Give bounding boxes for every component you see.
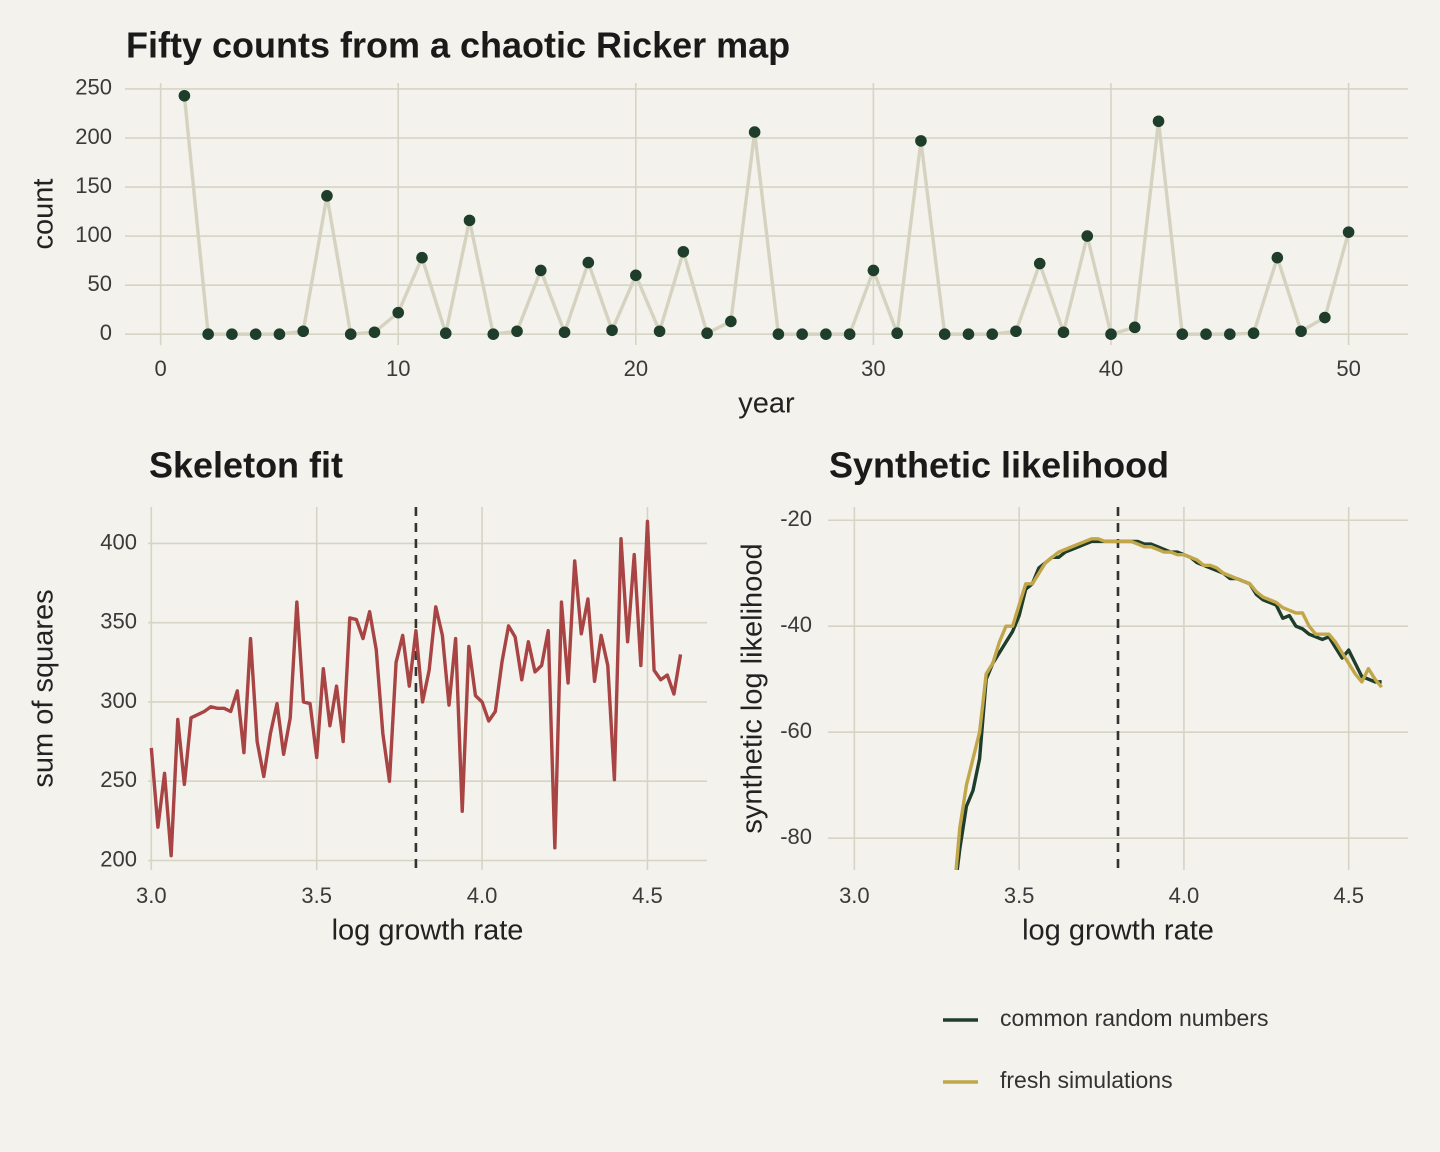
data-point bbox=[701, 327, 713, 340]
x-tick-label: 40 bbox=[1099, 356, 1123, 381]
y-tick-label: 100 bbox=[75, 222, 112, 247]
data-point bbox=[725, 315, 737, 328]
y-tick-label: 50 bbox=[88, 271, 112, 296]
data-line bbox=[182, 95, 1351, 336]
x-tick-label: 10 bbox=[386, 356, 410, 381]
data-point bbox=[463, 214, 476, 227]
data-point bbox=[891, 327, 903, 340]
data-point bbox=[938, 328, 951, 341]
x-tick-label: 30 bbox=[861, 356, 885, 381]
y-axis-title: synthetic log likelihood bbox=[737, 543, 769, 833]
data-line bbox=[955, 539, 1382, 870]
data-point bbox=[962, 328, 975, 341]
data-point bbox=[1200, 328, 1212, 341]
y-tick-label: -60 bbox=[780, 718, 812, 743]
data-point bbox=[1057, 326, 1070, 339]
plot-layer bbox=[954, 507, 1383, 870]
x-tick-label: 3.5 bbox=[301, 883, 332, 908]
data-point bbox=[772, 328, 785, 341]
x-tick-label: 20 bbox=[624, 356, 648, 381]
data-point bbox=[321, 190, 333, 202]
y-tick-label: 300 bbox=[100, 688, 137, 713]
data-point bbox=[677, 245, 690, 258]
y-tick-label: -40 bbox=[780, 612, 812, 637]
data-point bbox=[273, 328, 286, 341]
data-point bbox=[226, 328, 238, 341]
data-point bbox=[653, 325, 666, 338]
y-tick-label: 350 bbox=[100, 609, 137, 634]
data-point bbox=[796, 328, 808, 341]
panel-title: Fifty counts from a chaotic Ricker map bbox=[126, 25, 790, 66]
x-tick-label: 3.5 bbox=[1004, 883, 1035, 908]
data-point bbox=[1010, 325, 1022, 338]
data-point bbox=[606, 324, 618, 337]
data-point bbox=[297, 325, 309, 338]
data-line bbox=[149, 519, 683, 858]
data-point bbox=[249, 328, 262, 341]
x-axis-title: year bbox=[738, 388, 795, 420]
y-tick-label: 200 bbox=[100, 846, 137, 871]
data-point bbox=[1081, 230, 1094, 242]
x-tick-label: 0 bbox=[155, 356, 167, 381]
data-point bbox=[487, 328, 500, 341]
x-tick-label: 50 bbox=[1336, 356, 1360, 381]
x-tick-label: 4.0 bbox=[1169, 883, 1200, 908]
panel-title: Skeleton fit bbox=[149, 445, 343, 486]
y-axis-title: count bbox=[28, 179, 60, 250]
data-point bbox=[843, 328, 856, 341]
plot-layer bbox=[149, 507, 683, 870]
data-point bbox=[1271, 251, 1284, 264]
data-point bbox=[368, 326, 381, 339]
x-tick-label: 4.5 bbox=[1333, 883, 1364, 908]
data-point bbox=[1224, 328, 1236, 341]
x-tick-label: 4.0 bbox=[467, 883, 498, 908]
data-point bbox=[986, 328, 999, 341]
data-point bbox=[178, 89, 191, 102]
y-axis-title: sum of squares bbox=[28, 589, 60, 787]
data-point bbox=[1319, 311, 1331, 324]
plot-layer bbox=[178, 89, 1355, 341]
data-point bbox=[344, 328, 357, 341]
data-point bbox=[630, 269, 642, 282]
data-point bbox=[582, 256, 595, 269]
y-tick-label: 250 bbox=[100, 767, 137, 792]
data-point bbox=[558, 326, 571, 339]
data-point bbox=[202, 328, 214, 341]
data-point bbox=[439, 327, 452, 340]
data-point bbox=[867, 264, 880, 277]
x-tick-label: 3.0 bbox=[839, 883, 870, 908]
data-point bbox=[534, 264, 547, 277]
x-axis-title: log growth rate bbox=[332, 915, 524, 947]
data-point bbox=[416, 251, 428, 264]
y-tick-label: 0 bbox=[100, 320, 112, 345]
data-point bbox=[915, 135, 927, 147]
y-tick-label: 400 bbox=[100, 529, 137, 554]
data-point bbox=[748, 126, 761, 138]
y-tick-label: -80 bbox=[780, 824, 812, 849]
x-tick-label: 3.0 bbox=[136, 883, 167, 908]
legend-label: fresh simulations bbox=[1000, 1067, 1173, 1093]
data-point bbox=[1033, 257, 1046, 270]
y-tick-label: -20 bbox=[780, 506, 812, 531]
legend-label: common random numbers bbox=[1000, 1005, 1268, 1031]
data-line bbox=[954, 537, 1383, 870]
x-tick-label: 4.5 bbox=[632, 883, 663, 908]
data-point bbox=[820, 328, 832, 341]
data-point bbox=[1247, 327, 1260, 340]
data-point bbox=[1105, 328, 1117, 341]
y-tick-label: 250 bbox=[75, 75, 112, 100]
data-point bbox=[392, 306, 405, 319]
data-point bbox=[1342, 226, 1355, 238]
data-point bbox=[1295, 325, 1307, 338]
y-tick-label: 200 bbox=[75, 124, 112, 149]
y-tick-label: 150 bbox=[75, 173, 112, 198]
data-point bbox=[511, 325, 523, 338]
data-point bbox=[1128, 321, 1141, 334]
data-point bbox=[1176, 328, 1189, 341]
x-axis-title: log growth rate bbox=[1022, 915, 1214, 947]
panel-title: Synthetic likelihood bbox=[829, 445, 1169, 486]
data-point bbox=[1152, 115, 1165, 128]
